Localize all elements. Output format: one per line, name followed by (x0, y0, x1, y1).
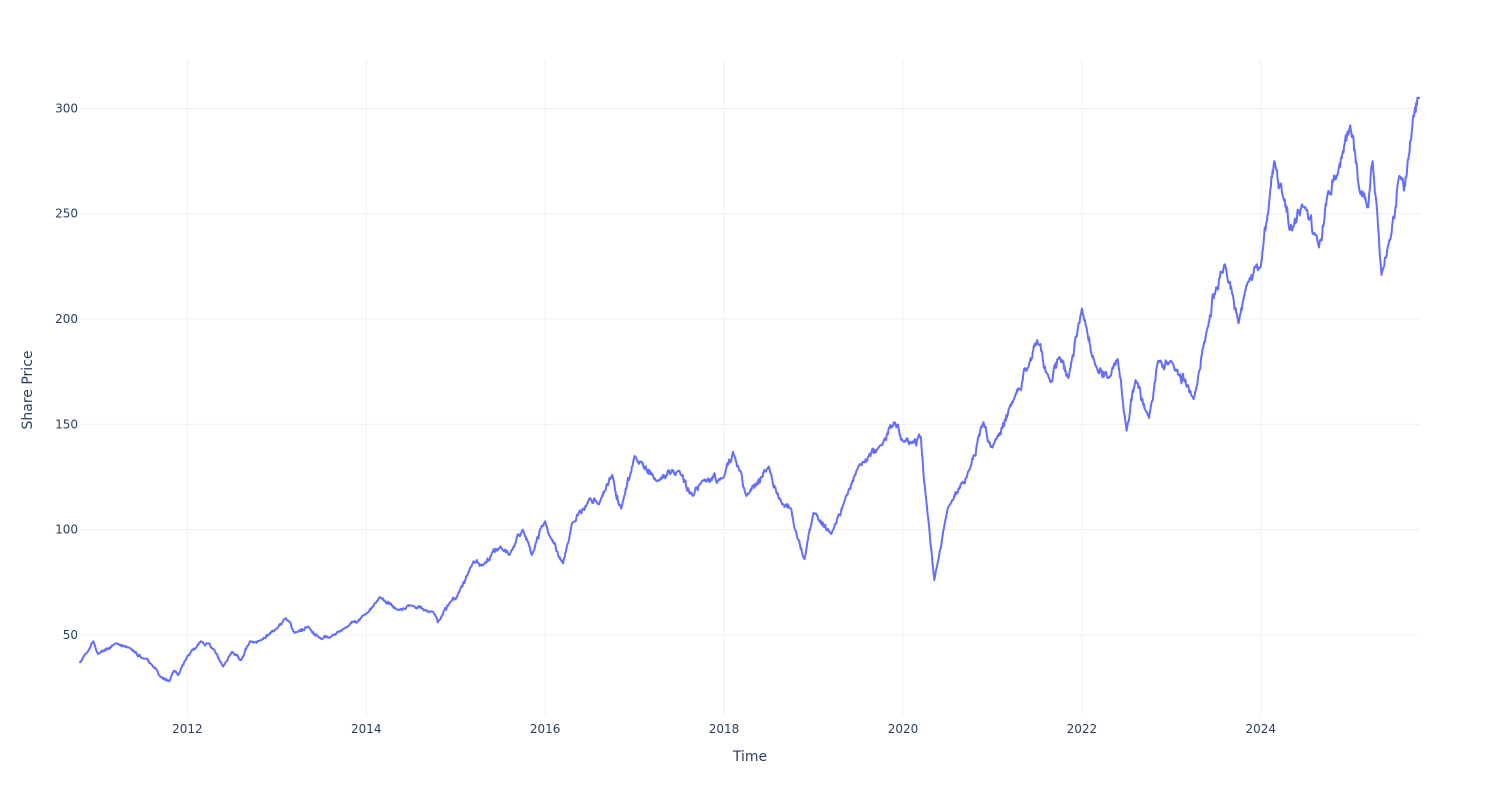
y-axis-title: Share Price (20, 350, 36, 429)
y-tick-label: 50 (63, 628, 78, 642)
y-tick-label: 300 (55, 101, 78, 115)
x-tick-labels: 2012 2014 2016 2018 2020 2022 2024 (172, 722, 1276, 736)
x-tick-label: 2016 (530, 722, 561, 736)
x-tick-label: 2020 (888, 722, 919, 736)
x-tick-label: 2014 (351, 722, 382, 736)
x-tick-label: 2012 (172, 722, 203, 736)
y-tick-label: 200 (55, 312, 78, 326)
share-price-series-line (79, 96, 1421, 683)
x-axis-title: Time (732, 749, 767, 765)
y-tick-label: 150 (55, 417, 78, 431)
y-tick-labels: 50 100 150 200 250 300 (55, 101, 78, 642)
y-tick-label: 250 (55, 207, 78, 221)
y-tick-label: 100 (55, 523, 78, 537)
x-tick-label: 2022 (1067, 722, 1098, 736)
y-gridlines (80, 107, 1420, 636)
x-tick-label: 2018 (709, 722, 740, 736)
x-gridlines (186, 60, 1262, 715)
series-layer (79, 96, 1421, 683)
x-tick-label: 2024 (1246, 722, 1277, 736)
